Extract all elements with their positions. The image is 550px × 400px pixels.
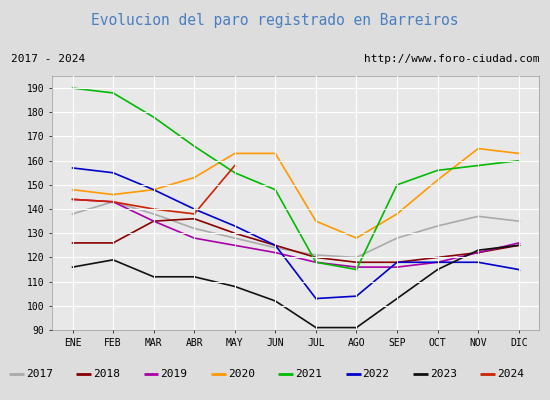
Text: 2021: 2021 [295,369,322,379]
Text: 2024: 2024 [497,369,524,379]
Text: 2017: 2017 [26,369,53,379]
Text: 2020: 2020 [228,369,255,379]
Text: http://www.foro-ciudad.com: http://www.foro-ciudad.com [364,54,539,64]
Text: 2018: 2018 [93,369,120,379]
Text: Evolucion del paro registrado en Barreiros: Evolucion del paro registrado en Barreir… [91,14,459,28]
Text: 2017 - 2024: 2017 - 2024 [11,54,85,64]
Text: 2023: 2023 [430,369,457,379]
Text: 2022: 2022 [362,369,389,379]
Text: 2019: 2019 [161,369,188,379]
